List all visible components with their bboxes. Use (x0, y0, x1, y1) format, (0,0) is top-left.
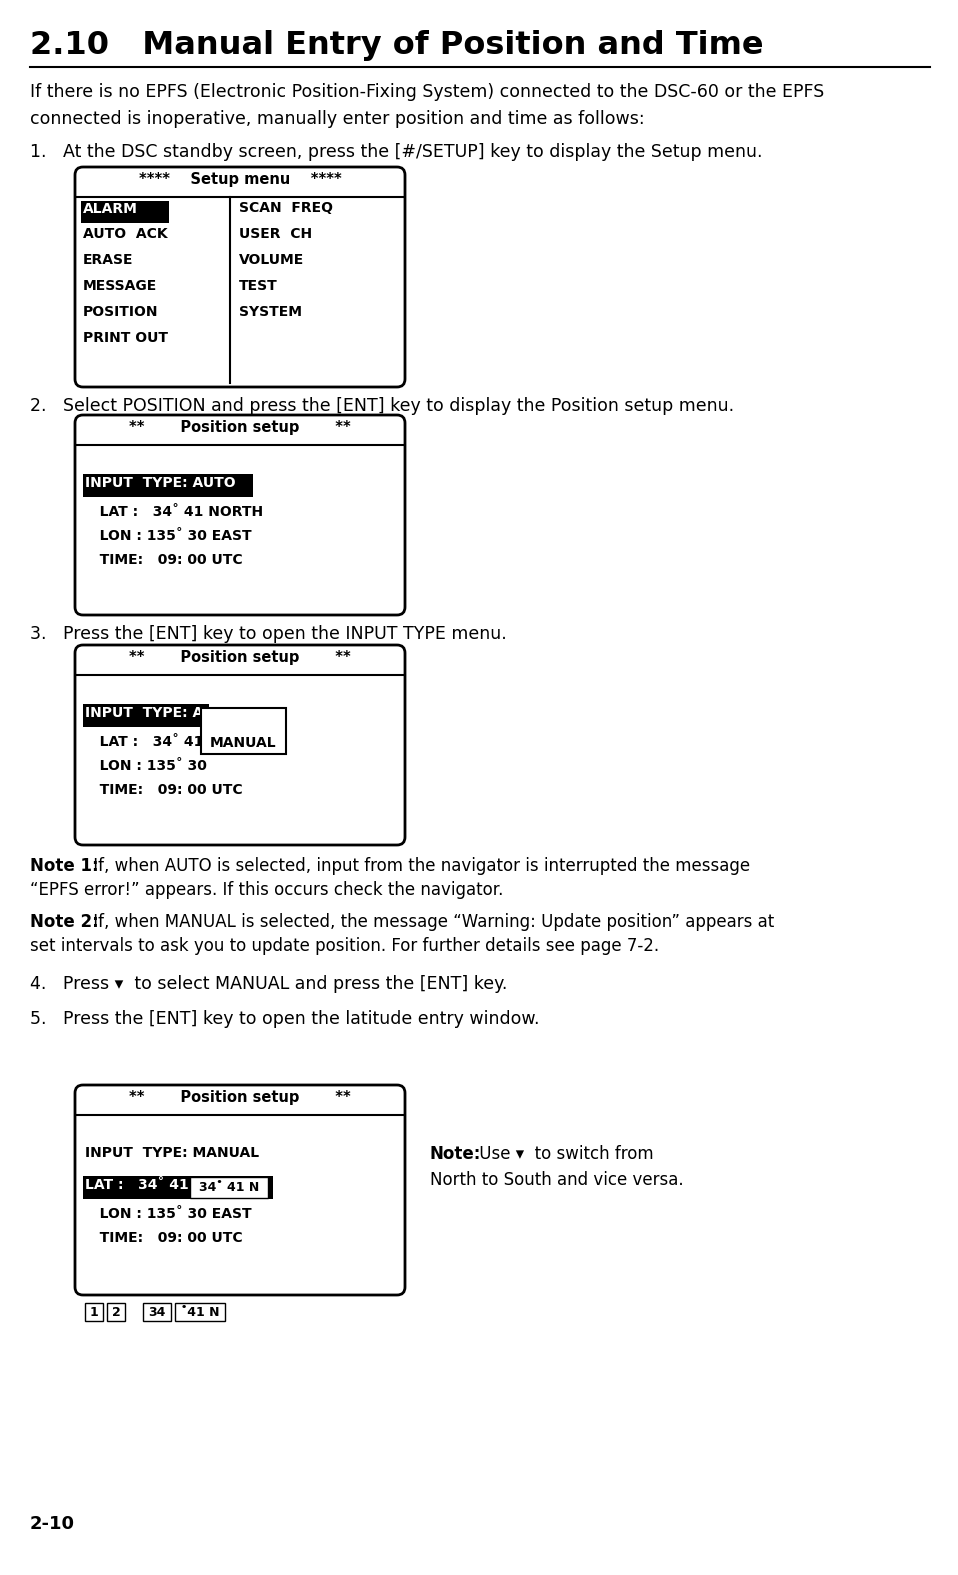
Text: AUTO: AUTO (222, 713, 265, 728)
Text: If, when AUTO is selected, input from the navigator is interrupted the message: If, when AUTO is selected, input from th… (88, 857, 750, 876)
Text: North to South and vice versa.: North to South and vice versa. (430, 1170, 684, 1189)
Text: ALARM: ALARM (83, 202, 138, 216)
Bar (83, 1177, 273, 1199)
Text: MESSAGE: MESSAGE (83, 279, 157, 293)
Text: 1: 1 (90, 1306, 99, 1318)
Bar (202, 709, 285, 732)
Bar (81, 202, 169, 224)
Text: SCAN  FREQ: SCAN FREQ (239, 202, 333, 216)
Text: INPUT  TYPE: AUTO: INPUT TYPE: AUTO (85, 476, 236, 490)
Text: LON : 135˚ 30 EAST: LON : 135˚ 30 EAST (85, 1206, 252, 1221)
Text: TIME:   09: 00 UTC: TIME: 09: 00 UTC (85, 783, 242, 797)
Bar (107, 1303, 125, 1321)
Text: TIME:   09: 00 UTC: TIME: 09: 00 UTC (85, 553, 242, 567)
Bar (83, 704, 209, 728)
Text: ˚41 N: ˚41 N (181, 1306, 219, 1318)
Text: ****    Setup menu    ****: **** Setup menu **** (139, 172, 341, 187)
Text: ERASE: ERASE (83, 254, 133, 268)
Text: INPUT  TYPE: A: INPUT TYPE: A (85, 706, 203, 720)
Text: Note:: Note: (430, 1145, 481, 1162)
Text: MANUAL: MANUAL (210, 736, 277, 750)
Text: 3.   Press the [ENT] key to open the INPUT TYPE menu.: 3. Press the [ENT] key to open the INPUT… (30, 625, 507, 643)
Text: LON : 135˚ 30 EAST: LON : 135˚ 30 EAST (85, 529, 252, 543)
FancyBboxPatch shape (75, 167, 405, 387)
Text: POSITION: POSITION (83, 306, 158, 320)
Text: 4.   Press ▾  to select MANUAL and press the [ENT] key.: 4. Press ▾ to select MANUAL and press th… (30, 975, 508, 992)
FancyBboxPatch shape (75, 1085, 405, 1295)
Text: LAT :   34˚ 41 NORTH: LAT : 34˚ 41 NORTH (85, 506, 263, 520)
Text: LON : 135˚ 30: LON : 135˚ 30 (85, 759, 207, 773)
Text: VOLUME: VOLUME (239, 254, 305, 268)
Text: Note 1:: Note 1: (30, 857, 99, 876)
Text: LAT :   34˚ 41: LAT : 34˚ 41 (85, 736, 203, 750)
Text: INPUT  TYPE: MANUAL: INPUT TYPE: MANUAL (85, 1147, 259, 1161)
Text: If, when MANUAL is selected, the message “Warning: Update position” appears at: If, when MANUAL is selected, the message… (88, 913, 774, 931)
Bar (85, 1303, 103, 1321)
Text: 2.10   Manual Entry of Position and Time: 2.10 Manual Entry of Position and Time (30, 30, 764, 61)
FancyBboxPatch shape (75, 414, 405, 614)
Text: **       Position setup       **: ** Position setup ** (129, 650, 351, 665)
Text: AUTO  ACK: AUTO ACK (83, 227, 168, 241)
Bar (83, 474, 253, 498)
Bar (143, 1303, 171, 1321)
Text: SYSTEM: SYSTEM (239, 306, 302, 320)
Text: 2.   Select POSITION and press the [ENT] key to display the Position setup menu.: 2. Select POSITION and press the [ENT] k… (30, 397, 734, 414)
Text: Use ▾  to switch from: Use ▾ to switch from (474, 1145, 653, 1162)
Text: connected is inoperative, manually enter position and time as follows:: connected is inoperative, manually enter… (30, 110, 645, 128)
Text: 2: 2 (112, 1306, 121, 1318)
Text: 34˚ 41 N: 34˚ 41 N (199, 1181, 259, 1194)
Text: 34: 34 (148, 1306, 166, 1318)
Text: 1.   At the DSC standby screen, press the [#/SETUP] key to display the Setup men: 1. At the DSC standby screen, press the … (30, 143, 763, 161)
Text: USER  CH: USER CH (239, 227, 312, 241)
Text: TEST: TEST (239, 279, 278, 293)
Text: PRINT OUT: PRINT OUT (83, 331, 168, 345)
Text: set intervals to ask you to update position. For further details see page 7-2.: set intervals to ask you to update posit… (30, 937, 659, 954)
Text: If there is no EPFS (Electronic Position-Fixing System) connected to the DSC-60 : If there is no EPFS (Electronic Position… (30, 83, 824, 101)
Text: **       Position setup       **: ** Position setup ** (129, 1090, 351, 1106)
Bar (190, 1177, 268, 1199)
Text: Note 2:: Note 2: (30, 913, 99, 931)
Bar (201, 709, 286, 754)
Text: TIME:   09: 00 UTC: TIME: 09: 00 UTC (85, 1232, 242, 1244)
Bar (175, 1303, 225, 1321)
Text: **       Position setup       **: ** Position setup ** (129, 421, 351, 435)
Text: 2-10: 2-10 (30, 1515, 75, 1532)
Text: 5.   Press the [ENT] key to open the latitude entry window.: 5. Press the [ENT] key to open the latit… (30, 1010, 539, 1028)
FancyBboxPatch shape (75, 646, 405, 846)
Text: “EPFS error!” appears. If this occurs check the navigator.: “EPFS error!” appears. If this occurs ch… (30, 880, 503, 899)
Text: LAT :   34˚ 41: LAT : 34˚ 41 (85, 1178, 189, 1192)
